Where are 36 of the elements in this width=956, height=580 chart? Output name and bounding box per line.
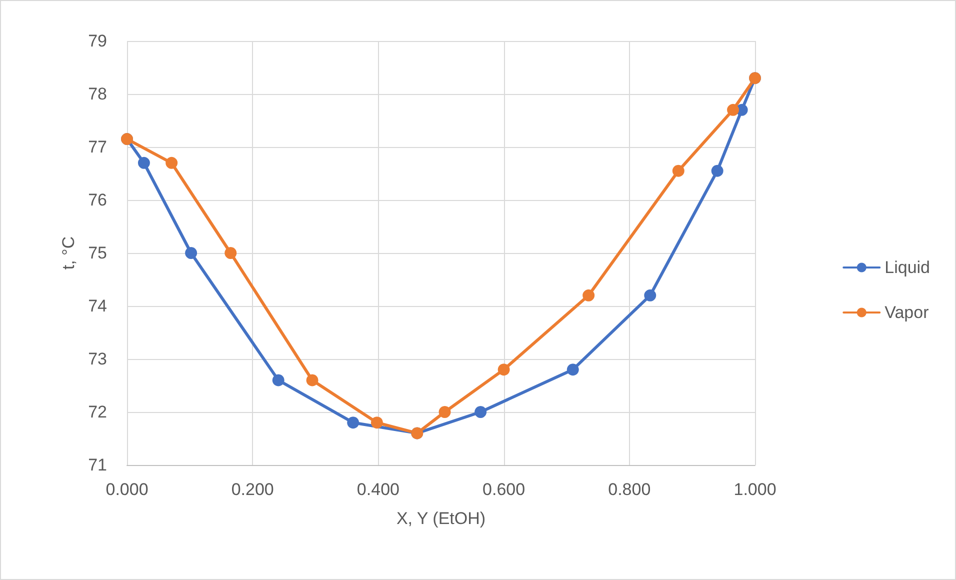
point <box>166 156 178 169</box>
point <box>438 406 451 418</box>
x-tick-label: 0.400 <box>356 480 400 499</box>
point <box>306 374 318 386</box>
point <box>498 364 510 376</box>
point <box>185 247 198 259</box>
point <box>272 374 284 386</box>
y-tick-label: 76 <box>88 190 107 210</box>
y-tick-label: 77 <box>88 138 107 156</box>
x-tick-label: 0.800 <box>608 480 651 499</box>
legend-label: Liquid <box>884 258 930 277</box>
point <box>566 364 579 376</box>
point <box>727 104 740 116</box>
point <box>370 416 383 429</box>
legend-label: Vapor <box>884 303 930 322</box>
y-tick-label: 73 <box>88 350 107 368</box>
point <box>644 289 656 302</box>
y-tick-label: 79 <box>88 32 107 50</box>
point <box>138 156 150 169</box>
point <box>582 289 595 302</box>
point <box>672 164 684 177</box>
y-tick-label: 72 <box>88 402 107 422</box>
x-tick-label: 1.000 <box>734 480 776 499</box>
y-tick-label: 74 <box>88 296 107 316</box>
point <box>224 247 237 259</box>
point <box>711 164 724 177</box>
y-axis-title: t, °C <box>59 236 78 270</box>
y-tick-label: 71 <box>88 456 107 474</box>
x-tick-label: 0.000 <box>106 480 148 499</box>
point <box>474 406 487 418</box>
x-tick-label: 0.200 <box>231 480 274 499</box>
x-axis-title: X, Y (EtOH) <box>396 509 486 528</box>
y-tick-label: 78 <box>88 84 107 104</box>
point <box>347 416 360 429</box>
y-tick-label: 75 <box>88 244 107 262</box>
x-tick-label: 0.600 <box>482 480 526 499</box>
